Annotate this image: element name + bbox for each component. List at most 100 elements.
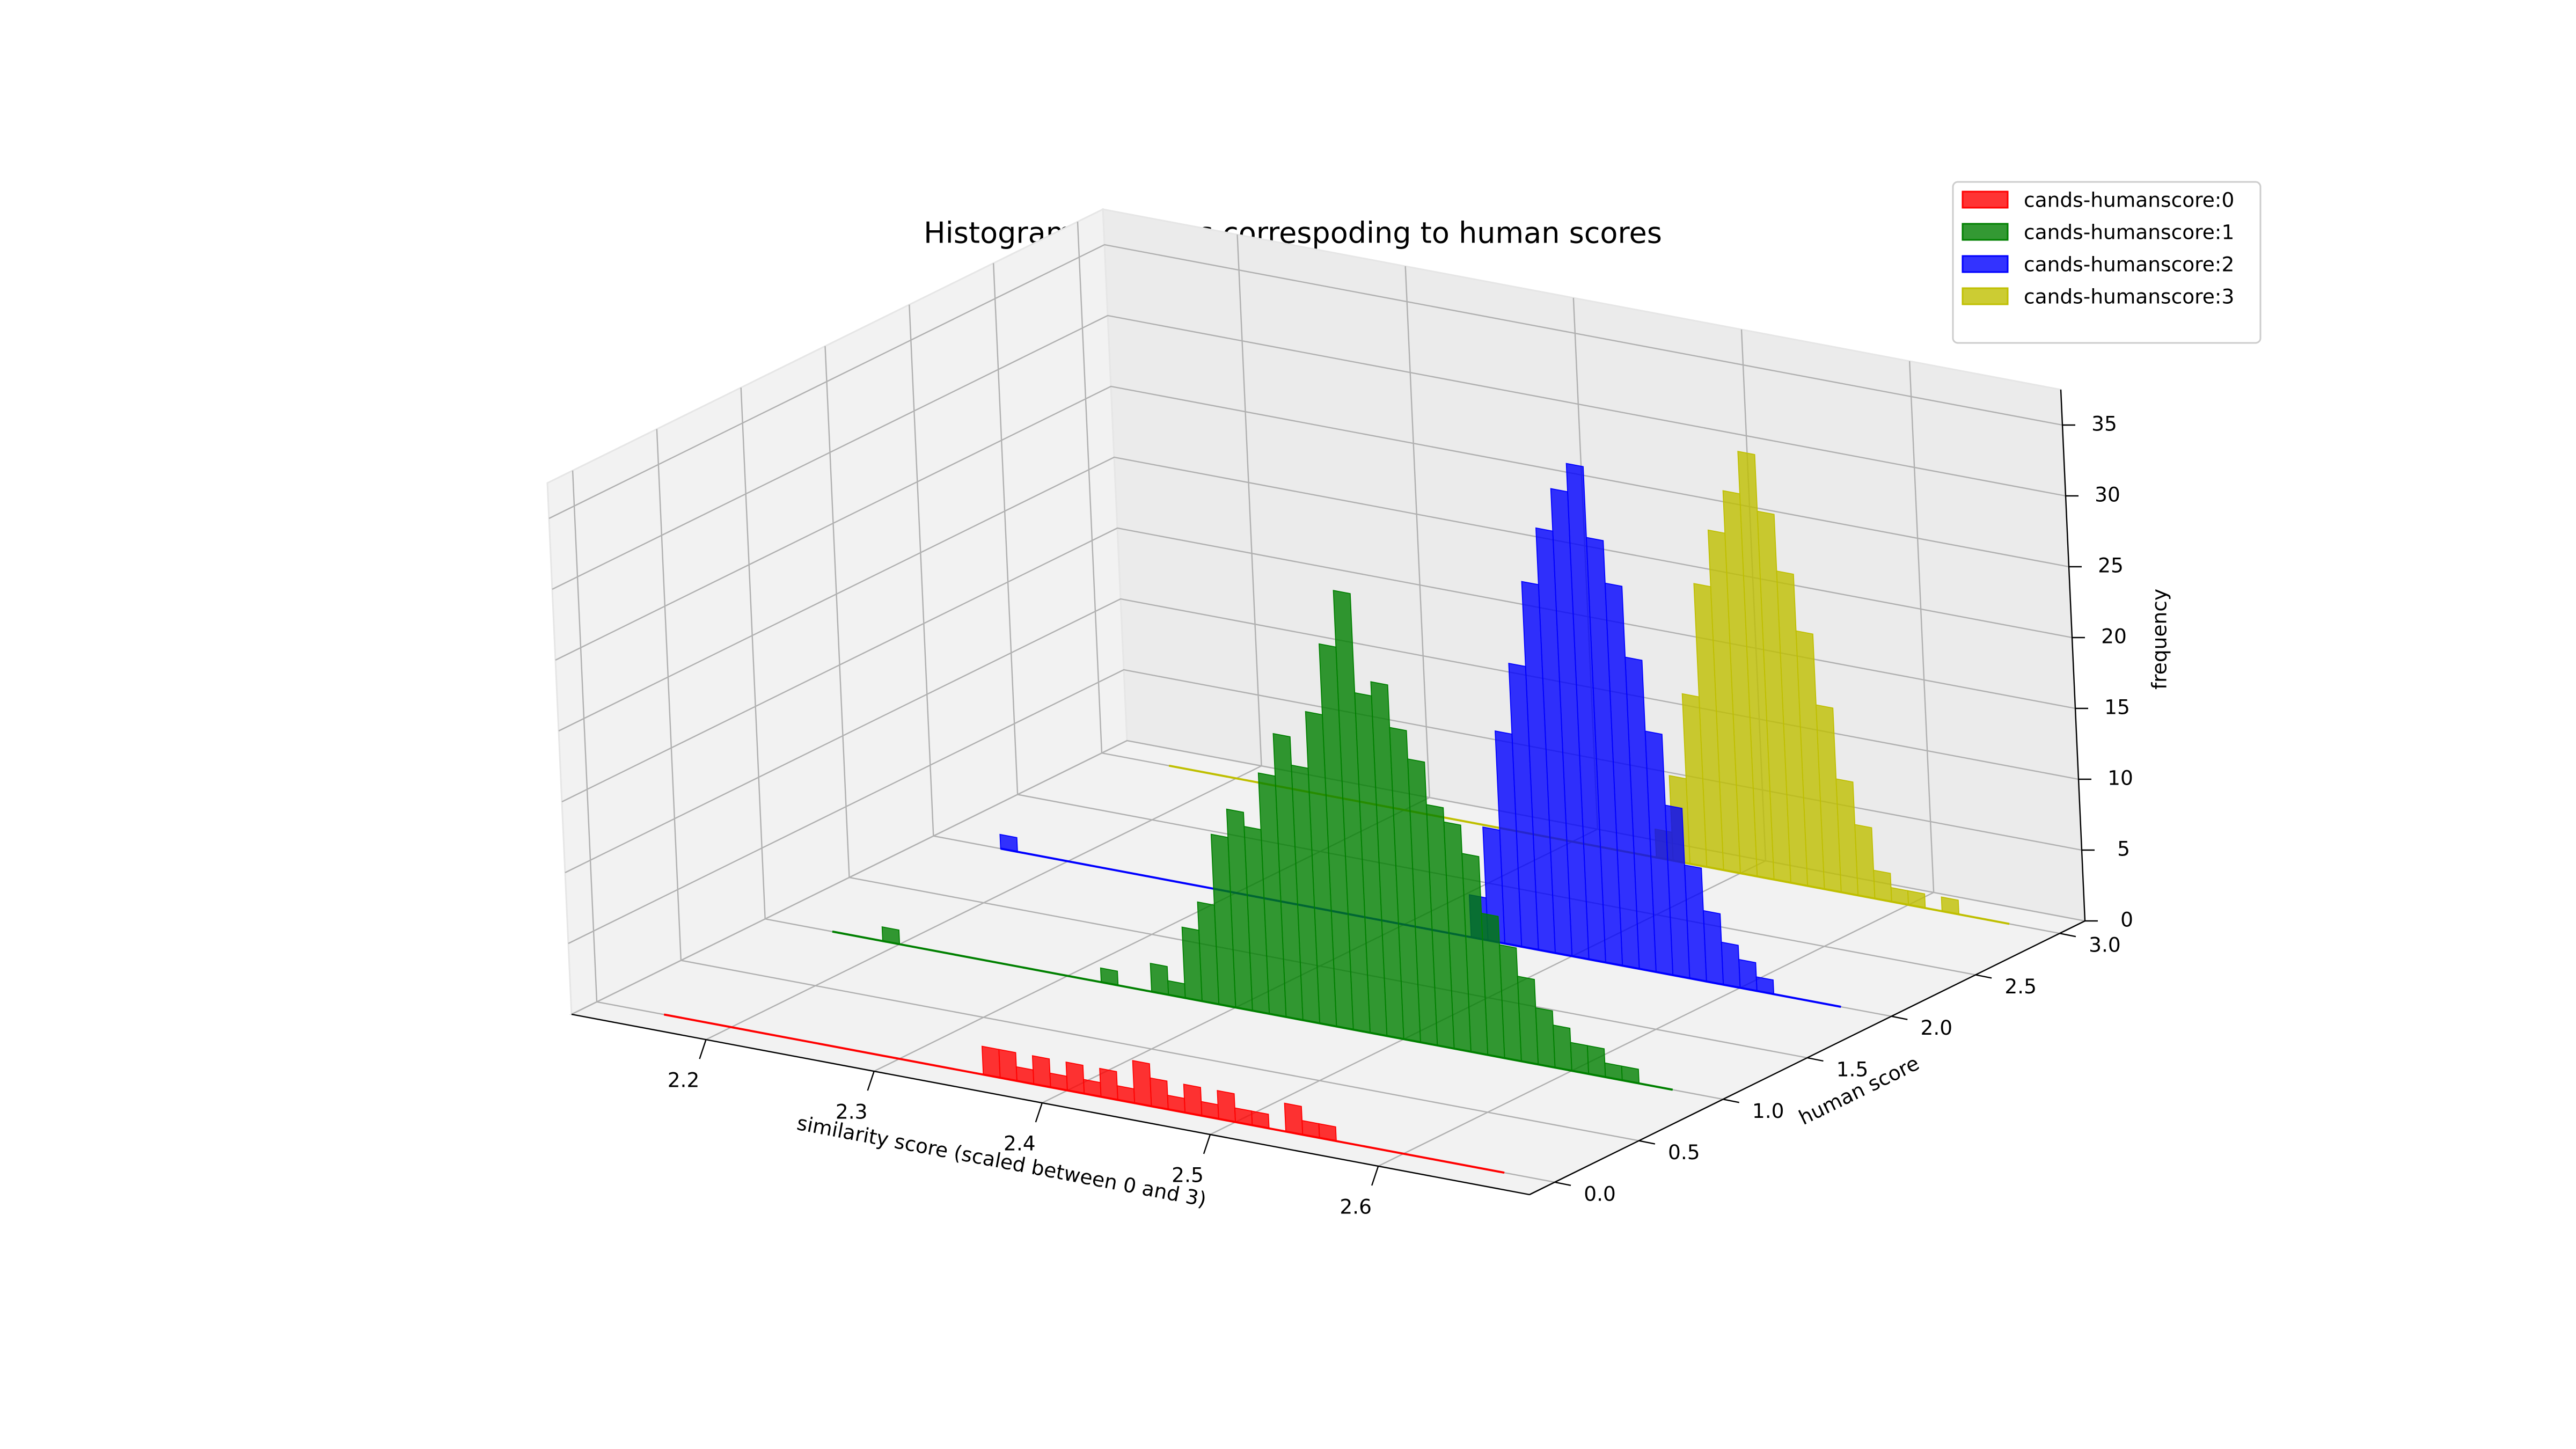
bar (1226, 808, 1253, 1012)
bar (998, 1049, 1018, 1082)
bar (1150, 1077, 1169, 1110)
bar (1031, 1055, 1051, 1088)
y-tick-label: 2.0 (1920, 1016, 1952, 1040)
y-axis-line (1529, 920, 2085, 1196)
x-axis-line (571, 1013, 1530, 1196)
bar (1755, 976, 1775, 995)
bar (1099, 1067, 1118, 1101)
legend-label: cands-humanscore:2 (2024, 253, 2234, 276)
bar (1664, 804, 1690, 979)
x-tick-label: 2.6 (1340, 1195, 1372, 1218)
bar (1217, 1090, 1236, 1123)
bar (1135, 873, 1152, 878)
y-tick (1807, 1057, 1824, 1062)
bar (1656, 1086, 1673, 1091)
bar (1644, 730, 1674, 976)
x-tick (867, 1071, 875, 1091)
y-tick (1975, 974, 1992, 979)
z-tick-label: 5 (2117, 837, 2130, 861)
bar (1738, 958, 1758, 992)
x-tick (1203, 1134, 1211, 1154)
bar (1621, 1065, 1640, 1084)
bar (1272, 733, 1304, 1021)
x-tick-label: 2.2 (668, 1069, 700, 1092)
z-tick-label: 35 (2091, 412, 2117, 436)
bar (1604, 1062, 1623, 1081)
bar (1854, 824, 1876, 899)
z-tick-label: 15 (2104, 696, 2130, 719)
z-tick-label: 20 (2101, 625, 2127, 648)
z-tick-label: 0 (2120, 908, 2133, 932)
legend-label: cands-humanscore:0 (2024, 188, 2234, 212)
x-tick (1035, 1102, 1043, 1123)
bar (1065, 1061, 1085, 1094)
series (1168, 450, 2010, 925)
y-tick (1638, 1140, 1656, 1145)
bar (1301, 1119, 1320, 1139)
bar (1586, 1045, 1606, 1078)
bar (1941, 896, 1960, 915)
bar (1873, 869, 1892, 903)
bar (1535, 1007, 1556, 1069)
bar (1570, 1042, 1590, 1075)
bar (1604, 582, 1640, 970)
bar (1437, 1159, 1454, 1164)
x-tick-label: 2.5 (1172, 1163, 1204, 1187)
bar (1407, 758, 1438, 1046)
y-tick-label: 0.0 (1584, 1182, 1616, 1205)
legend-swatch (1962, 223, 2009, 241)
bar (1049, 1072, 1068, 1091)
bar (1100, 967, 1119, 986)
legend-frame (1952, 181, 2262, 344)
bar (1757, 510, 1791, 883)
bar (1132, 1060, 1152, 1107)
bar (1487, 1169, 1505, 1174)
y-tick-label: 0.5 (1668, 1140, 1700, 1164)
bar (1150, 962, 1169, 996)
bar (1824, 1003, 1841, 1007)
bar (1167, 980, 1186, 999)
y-tick (1554, 1181, 1571, 1186)
bar (1425, 804, 1455, 1050)
bar (1552, 1024, 1572, 1072)
bar (1251, 1110, 1270, 1129)
y-tick (1891, 1015, 1908, 1020)
legend-label: cands-humanscore:3 (2024, 285, 2234, 309)
x-tick (699, 1039, 707, 1059)
bar (1517, 976, 1539, 1065)
legend-swatch (1962, 287, 2009, 305)
y-tick-label: 1.0 (1752, 1099, 1784, 1123)
bar (1835, 778, 1859, 896)
bar (881, 926, 901, 945)
bar (1443, 821, 1472, 1052)
grid-line (552, 314, 2066, 590)
legend-label: cands-humanscore:1 (2024, 221, 2234, 244)
bar (1890, 887, 1909, 906)
bar (1481, 912, 1505, 1059)
bar (1565, 463, 1606, 963)
y-tick (2059, 933, 2076, 938)
bar (1776, 570, 1809, 887)
series (999, 463, 1841, 1008)
series (832, 590, 1673, 1091)
x-tick-label: 2.4 (1004, 1132, 1036, 1155)
bar (1284, 1102, 1304, 1136)
bar (1389, 727, 1421, 1043)
x-axis-label: similarity score (scaled between 0 and 3… (795, 1111, 1208, 1211)
bar (1370, 681, 1404, 1040)
z-tick-label: 25 (2098, 554, 2124, 577)
bar (1167, 1094, 1186, 1114)
z-tick-label: 30 (2095, 483, 2120, 507)
x-tick-label: 2.3 (836, 1100, 868, 1124)
bar (981, 1045, 1001, 1079)
bar (999, 833, 1018, 853)
z-axis-label: frequency (2148, 589, 2171, 690)
legend: cands-humanscore:0 cands-humanscore:1 cand… (1952, 181, 2262, 344)
bar (1992, 920, 2010, 925)
bar (1333, 590, 1371, 1034)
bar (1116, 1085, 1136, 1104)
bar (1585, 537, 1623, 967)
bar (1201, 1101, 1219, 1120)
